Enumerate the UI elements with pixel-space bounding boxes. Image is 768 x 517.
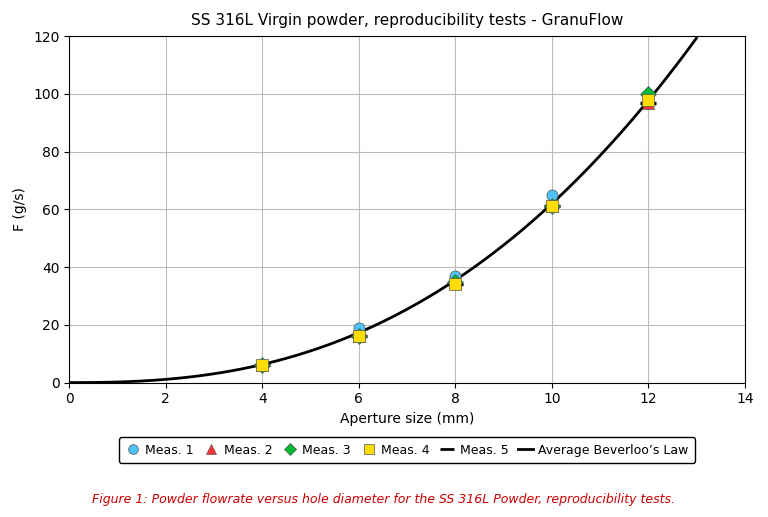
- Title: SS 316L Virgin powder, reproducibility tests - GranuFlow: SS 316L Virgin powder, reproducibility t…: [191, 13, 623, 28]
- Legend: Meas. 1, Meas. 2, Meas. 3, Meas. 4, Meas. 5, Average Beverloo’s Law: Meas. 1, Meas. 2, Meas. 3, Meas. 4, Meas…: [119, 437, 695, 463]
- Text: Figure 1: Powder flowrate versus hole diameter for the SS 316L Powder, reproduci: Figure 1: Powder flowrate versus hole di…: [92, 493, 676, 506]
- X-axis label: Aperture size (mm): Aperture size (mm): [340, 412, 474, 426]
- Y-axis label: F (g/s): F (g/s): [14, 188, 28, 231]
